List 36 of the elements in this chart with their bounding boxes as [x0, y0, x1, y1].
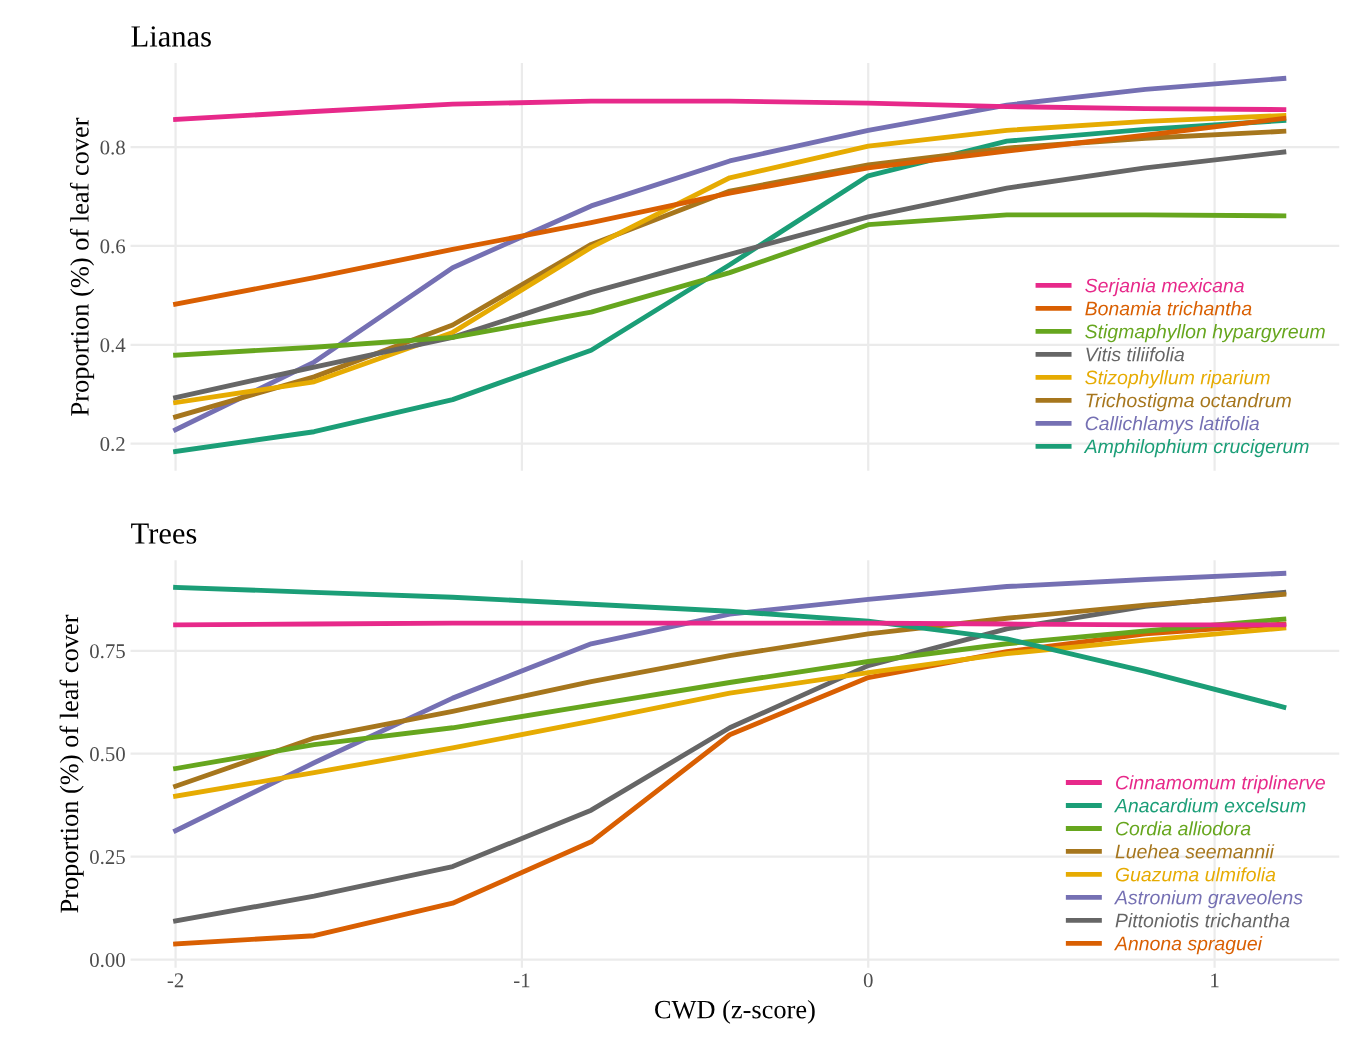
legend-label: Guazuma ulmifolia — [1115, 867, 1276, 882]
x-axis-title: CWD (z-score) — [655, 999, 815, 1024]
y-tick-label: 0.6 — [100, 239, 126, 254]
line-series — [173, 98, 1287, 122]
legend-label: Bonamia trichantha — [1085, 301, 1252, 316]
legend-label: Annona spraguei — [1113, 936, 1263, 955]
line-series — [173, 616, 1287, 771]
legend-label: Cinnamomum triplinerve — [1116, 775, 1325, 794]
y-tick-label: 0.50 — [90, 747, 125, 762]
legend-label: Stigmaphyllon hypargyreum — [1085, 324, 1325, 343]
y-tick-label: 0.4 — [100, 338, 126, 353]
y-axis-title: Proportion (%) of leaf cover — [69, 117, 95, 416]
y-tick-label: 0.2 — [100, 436, 125, 452]
legend-label: Luehea seemannii — [1115, 844, 1275, 859]
y-axis-title: Proportion (%) of leaf cover — [59, 614, 84, 913]
line-series — [173, 584, 1287, 710]
legend-label: Pittoniotis trichantha — [1115, 913, 1290, 928]
legend-label: Serjania mexicana — [1085, 278, 1244, 297]
x-tick-label: 0 — [863, 973, 873, 988]
y-tick-label: 0.25 — [90, 850, 125, 865]
legend-label: Amphilophium crucigerum — [1083, 439, 1309, 458]
legend-label: Astronium graveolens — [1113, 890, 1303, 909]
y-tick-label: 0.75 — [90, 644, 125, 659]
chart-title: Lianas — [131, 26, 211, 47]
x-tick-label: 1 — [1211, 973, 1219, 988]
legend-label: Trichostigma octandrum — [1086, 393, 1291, 412]
legend-label: Callichlamys latifolia — [1085, 416, 1260, 435]
legend-label: Stizophyllum riparium — [1085, 370, 1270, 389]
y-tick-label: 0.8 — [100, 140, 125, 155]
x-tick-label: -2 — [167, 973, 184, 988]
chart-title: Trees — [131, 523, 197, 544]
x-tick-label: -1 — [514, 973, 530, 988]
legend-label: Cordia alliodora — [1116, 821, 1251, 836]
y-tick-label: 0.00 — [90, 952, 125, 968]
legend-label: Vitis tiliifolia — [1086, 347, 1185, 362]
legend-label: Anacardium excelsum — [1113, 798, 1306, 813]
